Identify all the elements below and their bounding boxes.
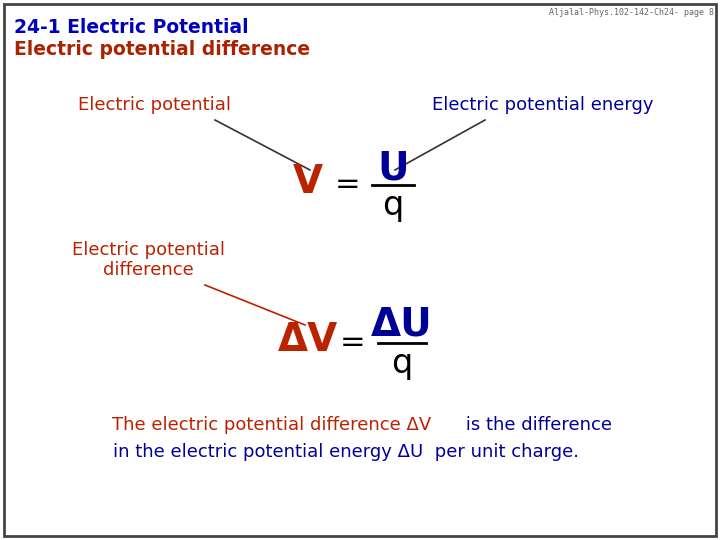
Text: difference: difference [103,261,194,279]
Text: q: q [382,188,404,221]
Text: Aljalal-Phys.102-142-Ch24- page 8: Aljalal-Phys.102-142-Ch24- page 8 [549,8,714,17]
Text: Electric potential: Electric potential [71,241,225,259]
Text: V: V [293,163,323,201]
Text: ΔV: ΔV [278,321,338,359]
Text: The electric potential difference ΔV: The electric potential difference ΔV [112,416,431,434]
Text: Electric potential difference: Electric potential difference [14,40,310,59]
Text: is the difference: is the difference [460,416,612,434]
Text: =: = [336,171,361,199]
Text: 24-1 Electric Potential: 24-1 Electric Potential [14,18,248,37]
Text: U: U [377,149,409,187]
Text: Electric potential: Electric potential [78,96,232,114]
Text: in the electric potential energy ΔU  per unit charge.: in the electric potential energy ΔU per … [113,443,579,461]
Text: Electric potential energy: Electric potential energy [432,96,654,114]
Text: ΔU: ΔU [371,306,433,344]
Text: =: = [340,328,366,357]
Text: q: q [392,347,413,380]
